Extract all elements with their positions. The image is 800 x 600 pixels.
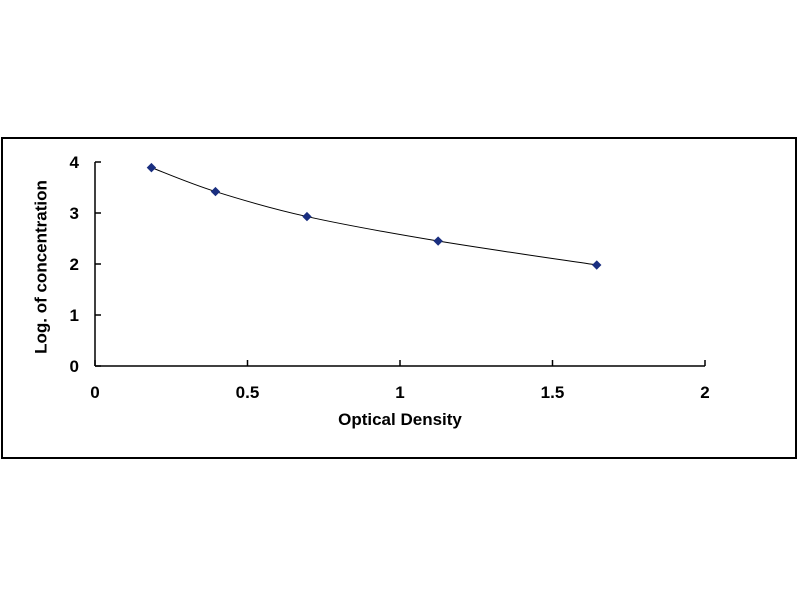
y-tick-label: 0 xyxy=(70,357,79,376)
data-point xyxy=(302,211,312,222)
x-axis-title: Optical Density xyxy=(338,410,462,429)
data-point xyxy=(210,186,221,197)
x-tick-label: 0 xyxy=(90,383,99,402)
x-tick-label: 1 xyxy=(395,383,404,402)
data-point xyxy=(433,236,443,246)
y-axis-title: Log. of concentration xyxy=(31,180,50,354)
data-point xyxy=(592,260,602,270)
data-points xyxy=(146,162,602,270)
y-tick-label: 2 xyxy=(70,255,79,274)
y-tick-label: 4 xyxy=(70,153,80,172)
x-tick-label: 2 xyxy=(700,383,709,402)
x-tick-label: 1.5 xyxy=(541,383,565,402)
y-tick-label: 3 xyxy=(70,204,79,223)
x-ticks: 0 0.5 1 1.5 2 xyxy=(90,360,710,402)
data-point xyxy=(146,162,157,173)
x-tick-label: 0.5 xyxy=(236,383,260,402)
axes xyxy=(94,162,705,367)
y-ticks: 0 1 2 3 4 xyxy=(70,153,101,376)
chart-frame xyxy=(1,137,797,459)
y-tick-label: 1 xyxy=(70,306,79,325)
fit-curve xyxy=(151,167,597,266)
